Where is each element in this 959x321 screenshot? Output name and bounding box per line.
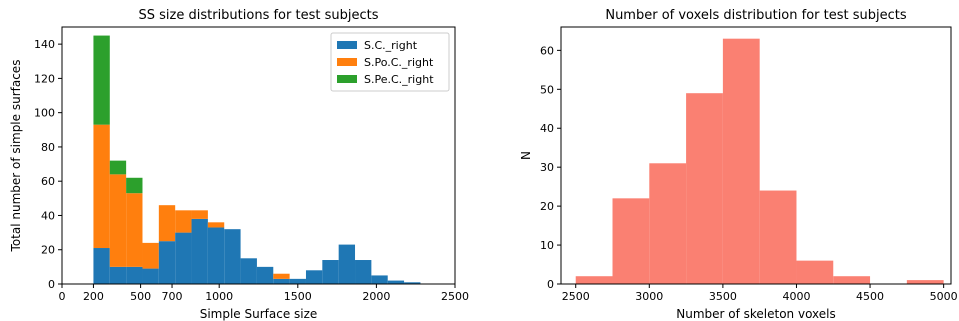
bar (649, 163, 687, 284)
chart-title: SS size distributions for test subjects (139, 8, 379, 23)
bar-segment (371, 275, 388, 284)
y-tick-label: 0 (48, 278, 55, 291)
bar-segment (109, 160, 127, 175)
bar-segment (175, 232, 192, 284)
bar-segment (191, 218, 208, 284)
bar-segment (273, 278, 290, 284)
y-tick-label: 60 (540, 44, 554, 57)
x-axis-label: Number of skeleton voxels (676, 307, 836, 321)
bar-segment (109, 174, 127, 267)
legend-label: S.C._right (364, 39, 418, 52)
legend-swatch (337, 41, 357, 49)
bar (575, 276, 613, 284)
x-tick-label: 4000 (782, 290, 810, 303)
y-tick-label: 120 (34, 72, 55, 85)
y-tick-label: 100 (34, 107, 55, 120)
x-tick-label: 200 (83, 290, 104, 303)
bar-segment (256, 266, 274, 284)
bar-segment (207, 227, 225, 284)
bar-segment (355, 260, 372, 284)
legend-swatch (337, 75, 357, 83)
bar (759, 190, 797, 284)
x-tick-label: 4500 (856, 290, 884, 303)
x-tick-label: 3000 (635, 290, 663, 303)
plot-frame (61, 26, 456, 285)
bar (686, 93, 723, 285)
x-axis-ticks: 0 200 500 700 1000 1500 2000 2500 (59, 284, 469, 303)
y-axis-label: Total number of simple surfaces (9, 60, 23, 253)
legend: S.C._right S.Po.C._right S.Pe.C._right (330, 32, 450, 92)
y-tick-label: 20 (41, 244, 55, 257)
bars (93, 35, 421, 284)
x-tick-label: 0 (59, 290, 66, 303)
y-tick-label: 0 (547, 278, 554, 291)
bars (575, 38, 944, 285)
y-tick-label: 10 (540, 239, 554, 252)
bar-segment (338, 244, 356, 284)
y-axis-ticks: 0 20 40 60 80 100 120 140 (34, 38, 62, 291)
voxel-count-histogram: Number of voxels distribution for test s… (519, 8, 958, 321)
y-tick-label: 40 (41, 209, 55, 222)
y-tick-label: 60 (41, 175, 55, 188)
bar-segment (404, 282, 421, 284)
bar-segment (224, 229, 241, 284)
bar (833, 276, 871, 284)
bar-segment (322, 260, 339, 284)
bar-segment (207, 222, 225, 228)
x-tick-label: 1000 (205, 290, 233, 303)
x-tick-label: 2500 (441, 290, 469, 303)
bar-segment (191, 210, 208, 219)
bar (796, 260, 834, 284)
ss-size-histogram: SS size distributions for test subjects … (9, 8, 469, 321)
x-tick-label: 3500 (709, 290, 737, 303)
bar-segment (109, 266, 127, 284)
bar-segment (273, 273, 290, 279)
bar-segment (175, 210, 192, 233)
y-tick-label: 40 (540, 122, 554, 135)
x-tick-label: 5000 (930, 290, 958, 303)
x-tick-label: 2500 (562, 290, 590, 303)
bar-segment (126, 266, 143, 284)
x-tick-label: 500 (130, 290, 151, 303)
legend-label: S.Po.C._right (364, 56, 434, 69)
y-tick-label: 80 (41, 141, 55, 154)
x-axis-label: Simple Surface size (200, 307, 318, 321)
bar-segment (142, 268, 159, 284)
y-tick-label: 20 (540, 200, 554, 213)
bar (906, 280, 944, 284)
y-tick-label: 30 (540, 161, 554, 174)
x-tick-label: 1500 (284, 290, 312, 303)
bar-segment (289, 278, 306, 284)
bar (612, 198, 650, 284)
y-tick-label: 140 (34, 38, 55, 51)
legend-swatch (337, 58, 357, 66)
bar-segment (126, 177, 143, 194)
bar-segment (158, 241, 176, 284)
chart-title: Number of voxels distribution for test s… (605, 8, 907, 23)
y-tick-label: 50 (540, 83, 554, 96)
x-axis-ticks: 2500 3000 3500 4000 4500 5000 (562, 284, 958, 303)
bar-segment (142, 242, 159, 269)
bar-segment (93, 124, 110, 249)
bar (722, 38, 760, 284)
y-axis-ticks: 0 10 20 30 40 50 60 (540, 44, 561, 291)
y-axis-label: N (519, 151, 533, 160)
bar-segment (126, 193, 143, 267)
bar-segment (240, 258, 257, 284)
legend-label: S.Pe.C._right (364, 73, 434, 86)
bar-segment (158, 205, 176, 242)
bar-segment (93, 248, 110, 284)
plot-frame (560, 26, 952, 285)
x-tick-label: 700 (162, 290, 183, 303)
bar-segment (305, 270, 323, 284)
x-tick-label: 2000 (362, 290, 390, 303)
legend-box (330, 32, 450, 92)
bar-segment (387, 280, 405, 284)
bar-segment (93, 35, 110, 125)
